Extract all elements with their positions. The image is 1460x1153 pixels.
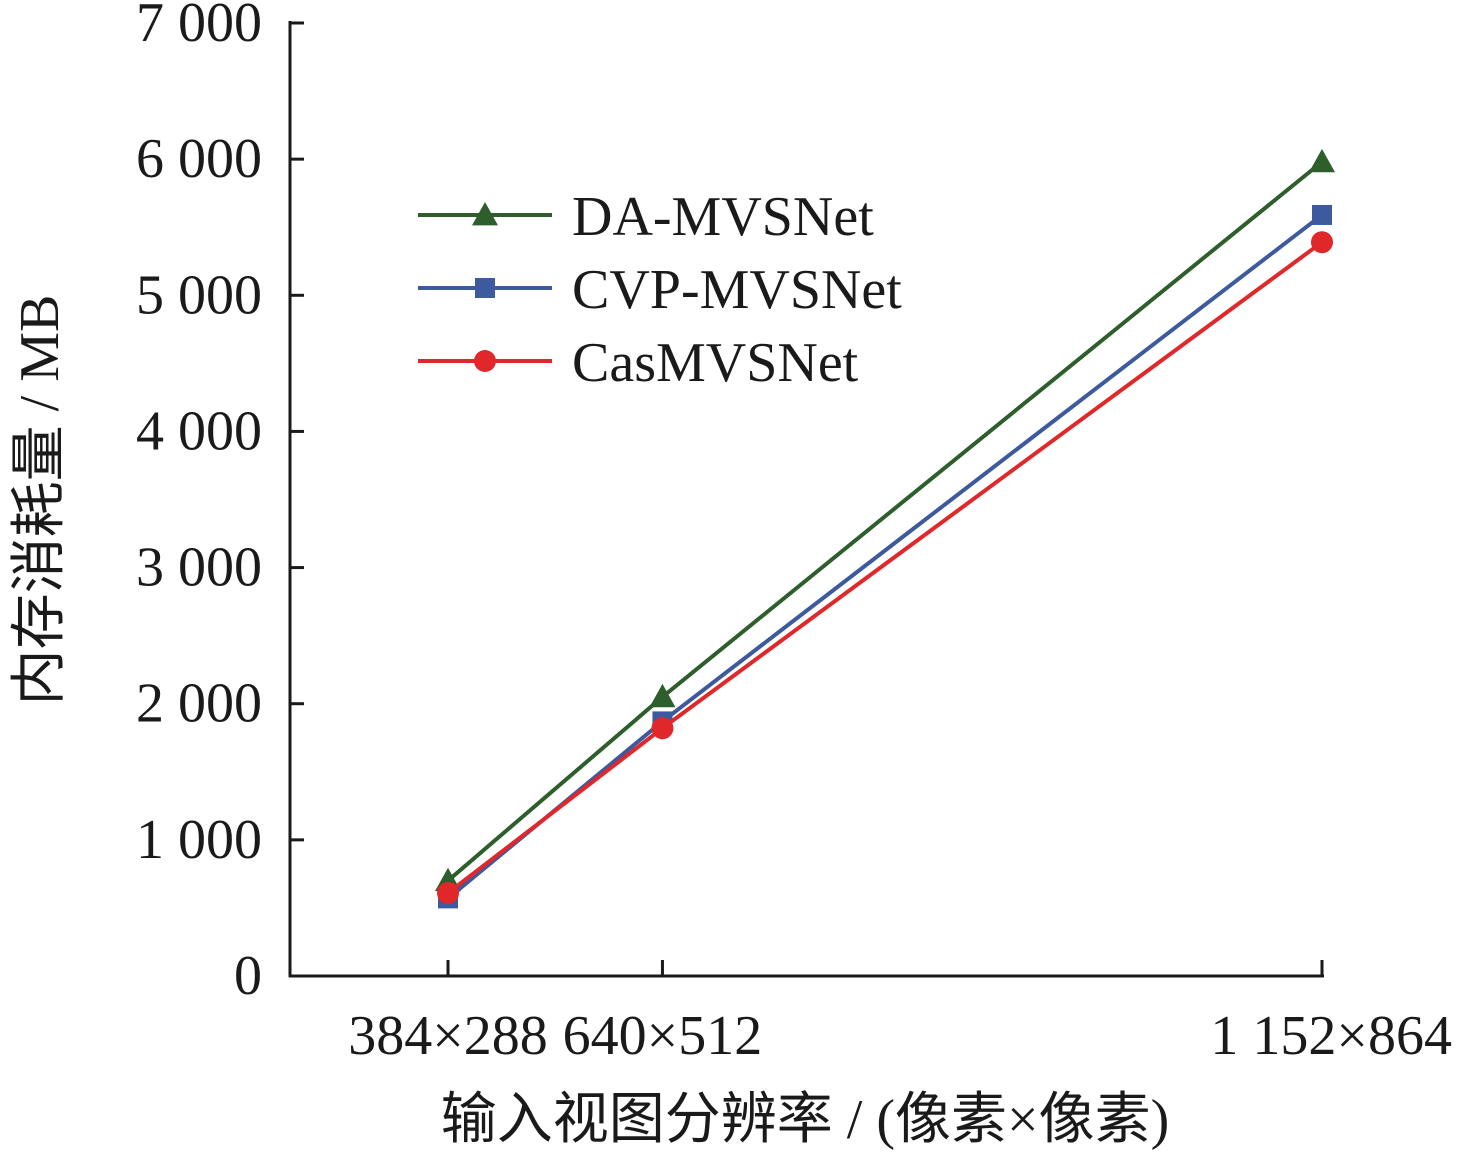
data-point-cvp-mvsnet	[1312, 204, 1332, 225]
data-point-da-mvsnet	[1309, 148, 1335, 173]
legend-label-cvp-mvsnet: CVP-MVSNet	[572, 259, 902, 321]
y-tick-label: 3 000	[136, 537, 262, 599]
legend-label-da-mvsnet: DA-MVSNet	[572, 186, 874, 248]
y-tick-label: 6 000	[136, 128, 262, 190]
axes	[288, 21, 1324, 978]
x-tick-label: 640×512	[563, 1005, 763, 1067]
y-axis-ticks: 0 1 000 2 000 3 000 4 000 5 000 6 000 7 000	[136, 0, 304, 1007]
y-tick-label: 0	[234, 945, 262, 1007]
legend: DA-MVSNet CVP-MVSNet CasMVSNet	[418, 186, 902, 394]
x-tick-label: 1 152×864	[1210, 1005, 1452, 1067]
data-point-da-mvsnet	[649, 683, 676, 708]
series-layer	[435, 148, 1335, 909]
y-tick-label: 4 000	[136, 400, 262, 462]
data-point-casmvsnet	[437, 881, 459, 904]
legend-marker-cvp-mvsnet	[475, 278, 495, 298]
y-axis-title: 内存消耗量 / MB	[9, 295, 71, 706]
y-tick-label: 7 000	[136, 0, 262, 54]
legend-label-casmvsnet: CasMVSNet	[572, 332, 859, 394]
legend-marker-casmvsnet	[474, 350, 496, 372]
data-point-casmvsnet	[651, 717, 674, 740]
legend-marker-da-mvsnet	[472, 202, 498, 226]
data-point-casmvsnet	[1311, 231, 1333, 254]
x-axis-ticks: 384×288 640×512 1 152×864	[348, 960, 1452, 1067]
y-tick-label: 1 000	[136, 809, 262, 871]
y-tick-label: 2 000	[136, 673, 262, 735]
y-tick-label: 5 000	[136, 264, 262, 326]
x-axis-title: 输入视图分辨率 / (像素×像素)	[441, 1089, 1169, 1151]
x-tick-label: 384×288	[348, 1005, 548, 1067]
